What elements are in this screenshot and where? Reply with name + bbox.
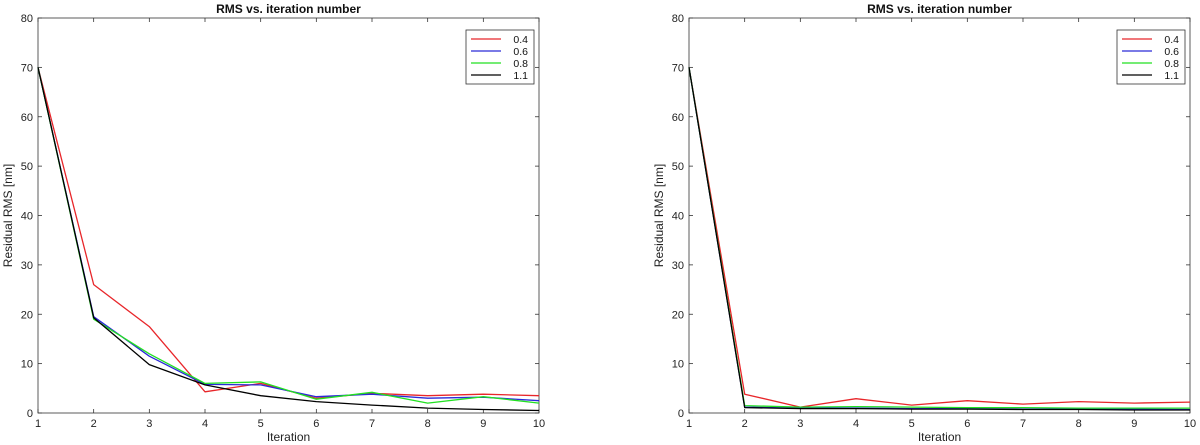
legend-label-1.1: 1.1 (1164, 70, 1179, 82)
x-tick-label: 2 (91, 418, 97, 430)
x-tick-label: 7 (1020, 418, 1026, 430)
y-tick-label: 30 (672, 260, 684, 272)
y-tick-label: 50 (21, 161, 33, 173)
series-line-0.4 (688, 67, 1191, 408)
x-tick-label: 8 (425, 418, 431, 430)
series-line-0.8 (37, 67, 540, 404)
y-axis-label: Residual RMS [nm] (652, 164, 666, 267)
y-tick-label: 80 (21, 13, 33, 25)
legend: 0.40.60.81.1 (465, 29, 535, 85)
chart-panel-2: 0 10 20 30 40 50 60 70 80 1 2 3 4 5 6 7 8 9 10 RMS vs. iter… (652, 2, 1196, 444)
x-tick-label: 1 (686, 418, 692, 430)
x-tick-label: 3 (797, 418, 803, 430)
y-tick-label: 70 (672, 62, 684, 74)
plot-area (688, 17, 1191, 414)
y-axis-label: Residual RMS [nm] (1, 164, 15, 267)
y-tick-label: 20 (672, 309, 684, 321)
y-tick-label: 80 (672, 13, 684, 25)
y-tick-label: 0 (27, 408, 33, 420)
x-tick-label: 6 (964, 418, 970, 430)
y-tick-label: 70 (21, 62, 33, 74)
series-line-1.1 (37, 67, 540, 412)
x-tick-label: 2 (742, 418, 748, 430)
chart-title: RMS vs. iteration number (867, 2, 1012, 16)
legend-label-0.4: 0.4 (513, 34, 528, 46)
x-tick-label: 3 (146, 418, 152, 430)
x-tick-label: 10 (1184, 418, 1196, 430)
y-tick-label: 60 (21, 112, 33, 124)
plot-area (37, 17, 540, 414)
legend-label-0.4: 0.4 (1164, 34, 1179, 46)
series-line-1.1 (688, 67, 1190, 411)
y-tick-label: 10 (672, 359, 684, 371)
x-tick-label: 1 (35, 418, 41, 430)
x-tick-label: 4 (202, 418, 208, 430)
y-tick-label: 20 (21, 309, 33, 321)
legend-label-1.1: 1.1 (513, 70, 528, 82)
legend-label-0.6: 0.6 (513, 46, 528, 58)
x-tick-label: 9 (480, 418, 486, 430)
x-tick-label: 8 (1076, 418, 1082, 430)
x-tick-label: 4 (853, 418, 859, 430)
x-axis-label: Iteration (267, 430, 310, 444)
x-tick-label: 9 (1131, 418, 1137, 430)
y-tick-label: 10 (21, 359, 33, 371)
y-tick-label: 60 (672, 112, 684, 124)
legend-label-0.8: 0.8 (513, 58, 528, 70)
x-axis-label: Iteration (918, 430, 961, 444)
x-tick-label: 6 (313, 418, 319, 430)
y-tick-label: 40 (672, 211, 684, 223)
legend: 0.40.60.81.1 (1116, 29, 1186, 85)
x-tick-label: 7 (369, 418, 375, 430)
y-tick-label: 30 (21, 260, 33, 272)
y-tick-label: 50 (672, 161, 684, 173)
y-tick-label: 0 (678, 408, 684, 420)
y-tick-label: 40 (21, 211, 33, 223)
legend-label-0.8: 0.8 (1164, 58, 1179, 70)
legend-label-0.6: 0.6 (1164, 46, 1179, 58)
series-line-0.8 (688, 67, 1190, 409)
chart-panel-1: 0 10 20 30 40 50 60 70 80 1 2 3 4 5 6 7 8 9 10 RMS vs. iter… (1, 2, 545, 444)
x-tick-label: 10 (533, 418, 545, 430)
x-tick-label: 5 (258, 418, 264, 430)
x-tick-label: 5 (909, 418, 915, 430)
chart-title: RMS vs. iteration number (216, 2, 361, 16)
